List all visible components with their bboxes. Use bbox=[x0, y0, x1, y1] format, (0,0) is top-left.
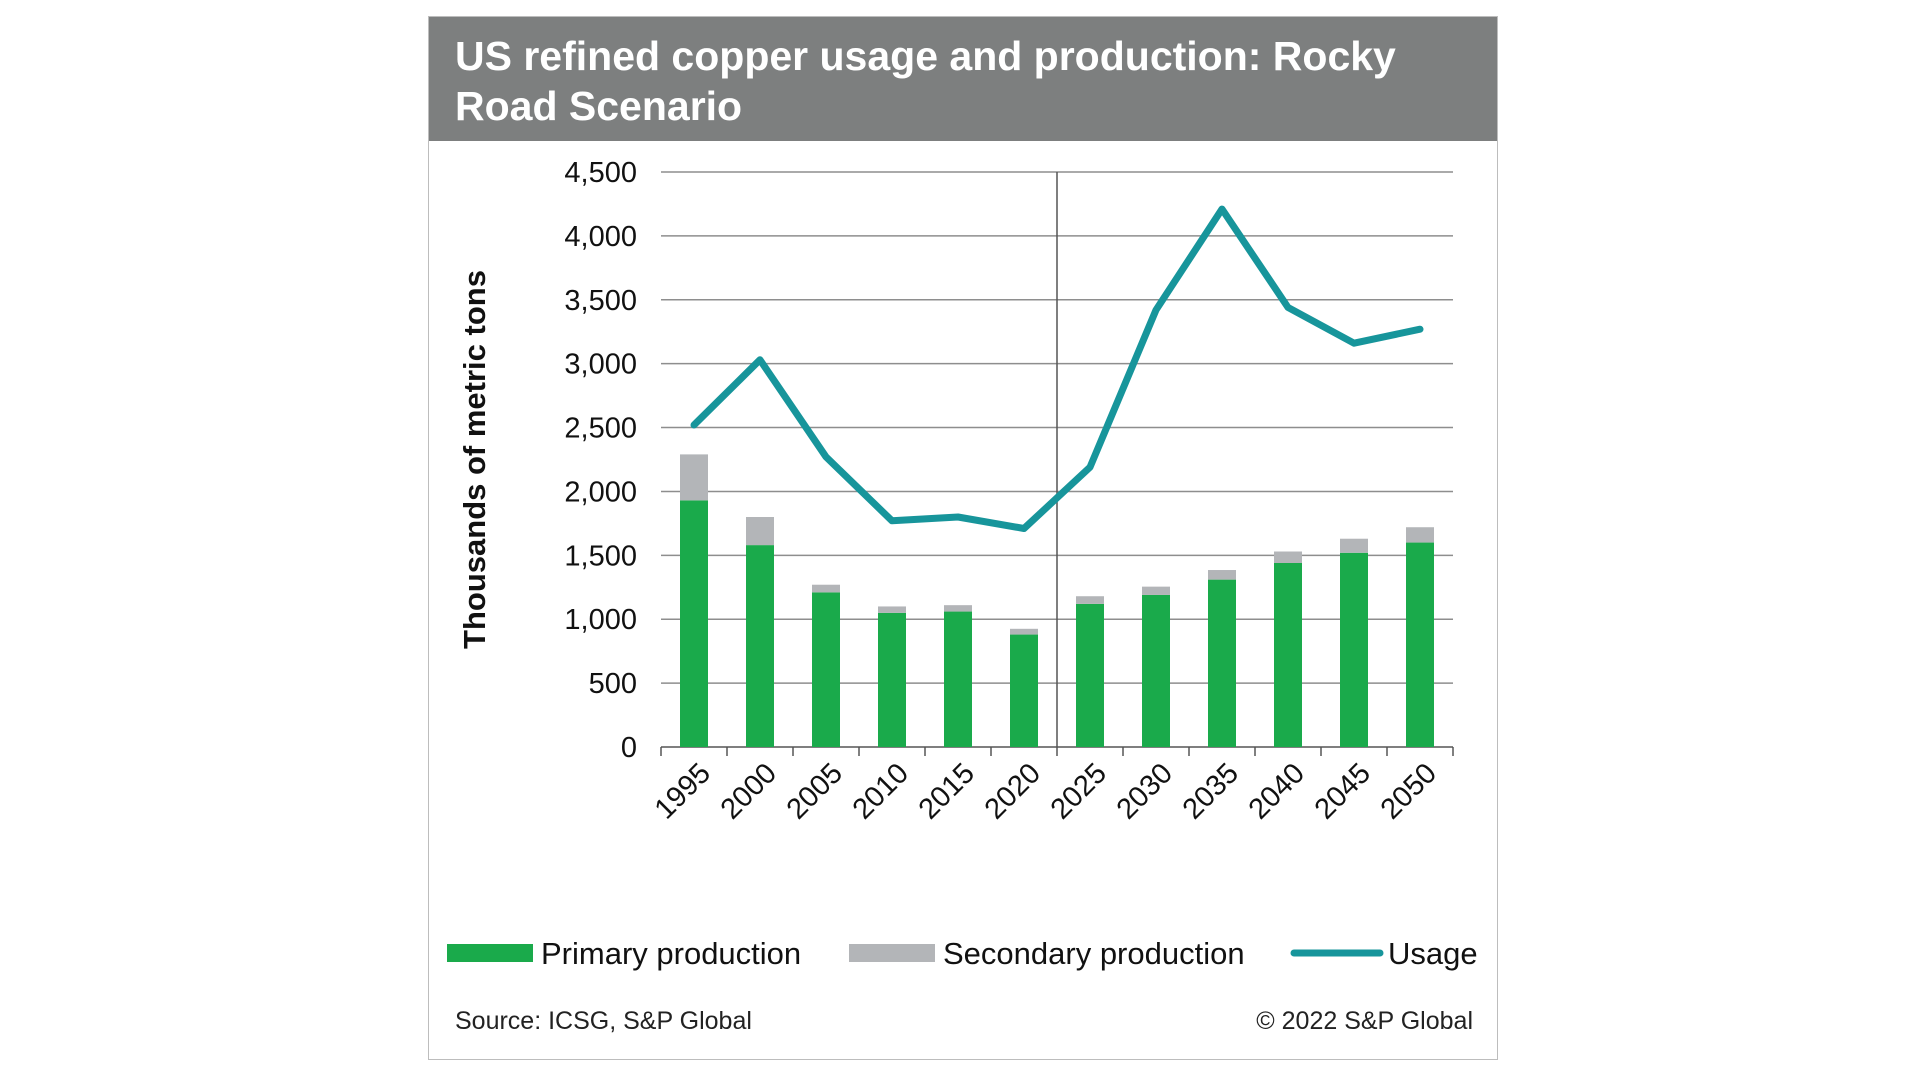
x-tick-label: 1995 bbox=[649, 757, 717, 825]
x-tick-label: 2025 bbox=[1045, 757, 1113, 825]
chart-svg: 0 500 1,000 1,500 2,000 2,500 3,000 3,500 4,000 4… bbox=[447, 157, 1478, 971]
y-tick-label: 500 bbox=[589, 668, 637, 700]
x-tick-label: 2030 bbox=[1111, 757, 1179, 825]
x-tick-label: 2035 bbox=[1177, 757, 1245, 825]
primary-production-bar bbox=[1340, 552, 1368, 747]
legend-label-secondary-production: Secondary production bbox=[943, 936, 1245, 971]
secondary-production-bar bbox=[1142, 586, 1170, 595]
primary-production-bar bbox=[1076, 603, 1104, 747]
secondary-production-bar bbox=[1208, 570, 1236, 580]
y-tick-label: 1,000 bbox=[564, 604, 637, 636]
primary-production-bar bbox=[1208, 579, 1236, 747]
copyright-note: © 2022 S&P Global bbox=[1256, 1007, 1473, 1035]
secondary-production-bar bbox=[1274, 551, 1302, 563]
secondary-production-bar bbox=[1076, 596, 1104, 604]
x-tick-label: 2040 bbox=[1243, 757, 1311, 825]
legend-swatch-primary-production bbox=[447, 944, 533, 962]
x-tick-label: 2005 bbox=[781, 757, 849, 825]
secondary-production-bar bbox=[944, 605, 972, 612]
y-tick-label: 4,000 bbox=[564, 221, 637, 253]
secondary-production-bar bbox=[1340, 538, 1368, 553]
primary-production-bar bbox=[1010, 634, 1038, 747]
x-tick-label: 2020 bbox=[979, 757, 1047, 825]
chart-card: US refined copper usage and production: … bbox=[428, 16, 1498, 1060]
y-axis-label: Thousands of metric tons bbox=[457, 270, 492, 649]
primary-production-bar bbox=[1406, 542, 1434, 747]
primary-production-bar bbox=[812, 592, 840, 747]
legend-swatch-secondary-production bbox=[849, 944, 935, 962]
secondary-production-bar bbox=[746, 517, 774, 546]
y-tick-label: 3,500 bbox=[564, 285, 637, 317]
x-tick-label: 2000 bbox=[715, 757, 783, 825]
primary-production-bar bbox=[878, 612, 906, 747]
y-tick-label: 4,500 bbox=[564, 157, 637, 189]
primary-production-bar bbox=[944, 611, 972, 747]
secondary-production-bar bbox=[1406, 527, 1434, 543]
usage-line bbox=[690, 205, 1424, 532]
primary-production-bar bbox=[680, 500, 708, 747]
x-tick-label: 2015 bbox=[913, 757, 981, 825]
x-tick-label: 2050 bbox=[1375, 757, 1443, 825]
x-tick-label: 2010 bbox=[847, 757, 915, 825]
secondary-production-bar bbox=[878, 606, 906, 613]
chart-title: US refined copper usage and production: … bbox=[455, 33, 1396, 129]
primary-production-bar bbox=[1274, 563, 1302, 747]
primary-production-bar bbox=[746, 545, 774, 747]
x-tick-label: 2045 bbox=[1309, 757, 1377, 825]
y-tick-label: 3,000 bbox=[564, 349, 637, 381]
legend-label-usage: Usage bbox=[1388, 936, 1478, 971]
secondary-production-bar bbox=[812, 584, 840, 593]
source-note: Source: ICSG, S&P Global bbox=[455, 1007, 752, 1035]
secondary-production-bar bbox=[680, 454, 708, 501]
title-bar: US refined copper usage and production: … bbox=[429, 17, 1497, 141]
primary-production-bar bbox=[1142, 594, 1170, 747]
legend-label-primary-production: Primary production bbox=[541, 936, 801, 971]
y-tick-label: 0 bbox=[621, 732, 637, 764]
y-tick-label: 2,000 bbox=[564, 476, 637, 508]
y-tick-label: 1,500 bbox=[564, 540, 637, 572]
y-tick-label: 2,500 bbox=[564, 413, 637, 445]
secondary-production-bar bbox=[1010, 628, 1038, 635]
